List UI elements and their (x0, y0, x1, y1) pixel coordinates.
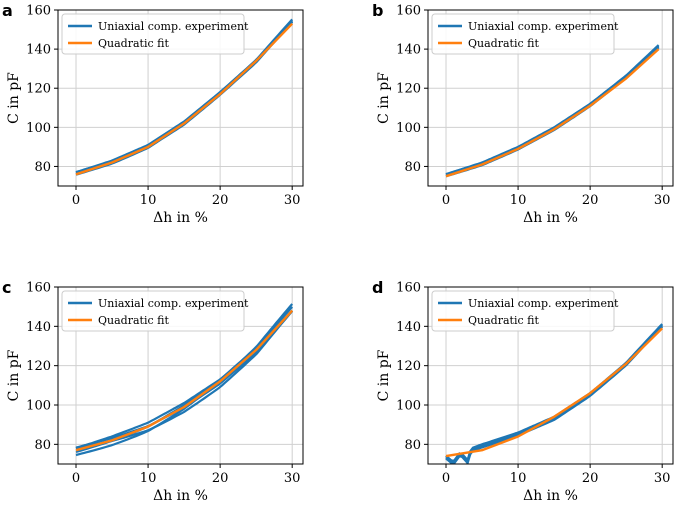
plot-frame (57, 286, 304, 465)
y-tick-label: 160 (26, 4, 51, 19)
y-tick-label: 100 (26, 399, 51, 414)
y-tick-label: 100 (396, 121, 421, 136)
x-axis-label: Δh in % (523, 210, 578, 226)
x-tick-label: 30 (284, 471, 301, 486)
y-tick-label: 140 (396, 43, 421, 58)
x-tick-label: 20 (212, 193, 229, 208)
series-group (75, 18, 294, 176)
y-tick-label: 120 (26, 82, 51, 97)
panel-a: a 0 10 20 30 80 100 120 140 160 Δh in % C in pF Unia… (2, 1, 304, 226)
series-group (445, 323, 664, 464)
y-axis-label: C in pF (6, 72, 22, 124)
y-axis-label: C in pF (376, 72, 392, 124)
panel-letter: b (372, 1, 383, 20)
y-tick-label: 120 (396, 82, 421, 97)
panel-letter: c (2, 278, 11, 297)
y-tick-label: 140 (396, 320, 421, 335)
x-tick-label: 0 (442, 471, 450, 486)
y-tick-label: 120 (396, 359, 421, 374)
legend-box (431, 13, 615, 55)
series-line-experiment (445, 323, 663, 464)
y-tick-label: 160 (396, 4, 421, 19)
x-tick-label: 20 (212, 471, 229, 486)
x-tick-label: 30 (654, 471, 671, 486)
y-tick-label: 80 (34, 438, 51, 453)
y-tick-label: 120 (26, 359, 51, 374)
legend-label: Quadratic fit (98, 314, 169, 327)
plot-frame (427, 286, 674, 465)
x-axis-label: Δh in % (153, 488, 208, 504)
series-line-experiment (445, 324, 663, 464)
series-line-experiment (445, 325, 664, 463)
x-tick-label: 30 (654, 193, 671, 208)
panel-b: b 0 10 20 30 80 100 120 140 160 Δh in % C in pF Unia… (372, 1, 674, 226)
x-tick-label: 10 (140, 193, 157, 208)
series-line-experiment (75, 303, 294, 457)
x-tick-label: 20 (582, 193, 599, 208)
series-group (445, 44, 660, 178)
legend-box (61, 13, 245, 55)
y-tick-label: 100 (26, 121, 51, 136)
plot-frame (427, 9, 674, 187)
legend-label: Quadratic fit (98, 37, 169, 50)
y-tick-label: 140 (26, 320, 51, 335)
series-line-experiment (445, 46, 660, 176)
panel-d: d 0 10 20 30 80 100 120 140 160 Δh in % C in pF Unia… (372, 278, 674, 504)
series-line-experiment (445, 44, 660, 178)
x-tick-label: 30 (284, 193, 301, 208)
y-axis-label: C in pF (6, 349, 22, 401)
series-line-experiment (445, 325, 663, 462)
legend-label: Uniaxial comp. experiment (98, 297, 249, 310)
x-tick-label: 10 (510, 471, 527, 486)
series-line-experiment (75, 310, 294, 449)
x-tick-label: 10 (140, 471, 157, 486)
legend-box (431, 290, 615, 332)
series-line-experiment (445, 46, 660, 176)
x-axis-label: Δh in % (523, 488, 578, 504)
y-tick-label: 80 (404, 160, 421, 175)
panel-letter: a (2, 1, 13, 20)
panel-c: c 0 10 20 30 80 100 120 140 160 Δh in % C in pF Unia… (2, 278, 304, 504)
panel-letter: d (372, 278, 383, 297)
y-tick-label: 100 (396, 399, 421, 414)
y-axis-label: C in pF (376, 349, 392, 401)
x-tick-label: 0 (72, 193, 80, 208)
legend-box (61, 290, 245, 332)
series-line-experiment (445, 325, 663, 462)
series-line-fit (75, 22, 294, 176)
y-tick-label: 160 (26, 281, 51, 296)
y-tick-label: 140 (26, 43, 51, 58)
series-line-experiment (445, 45, 660, 177)
x-tick-label: 0 (72, 471, 80, 486)
y-tick-label: 80 (404, 438, 421, 453)
series-line-fit (445, 48, 660, 178)
series-line-fit (445, 327, 664, 458)
x-axis-label: Δh in % (153, 210, 208, 226)
legend-label: Uniaxial comp. experiment (468, 297, 619, 310)
x-tick-label: 10 (510, 193, 527, 208)
legend-label: Uniaxial comp. experiment (468, 20, 619, 33)
x-tick-label: 20 (582, 471, 599, 486)
legend-label: Quadratic fit (468, 37, 539, 50)
y-tick-label: 160 (396, 281, 421, 296)
series-group (75, 303, 294, 457)
plot-frame (57, 9, 304, 187)
y-tick-label: 80 (34, 160, 51, 175)
series-line-fit (75, 309, 294, 452)
series-line-experiment (445, 46, 660, 176)
legend-label: Quadratic fit (468, 314, 539, 327)
legend-label: Uniaxial comp. experiment (98, 20, 249, 33)
x-tick-label: 0 (442, 193, 450, 208)
